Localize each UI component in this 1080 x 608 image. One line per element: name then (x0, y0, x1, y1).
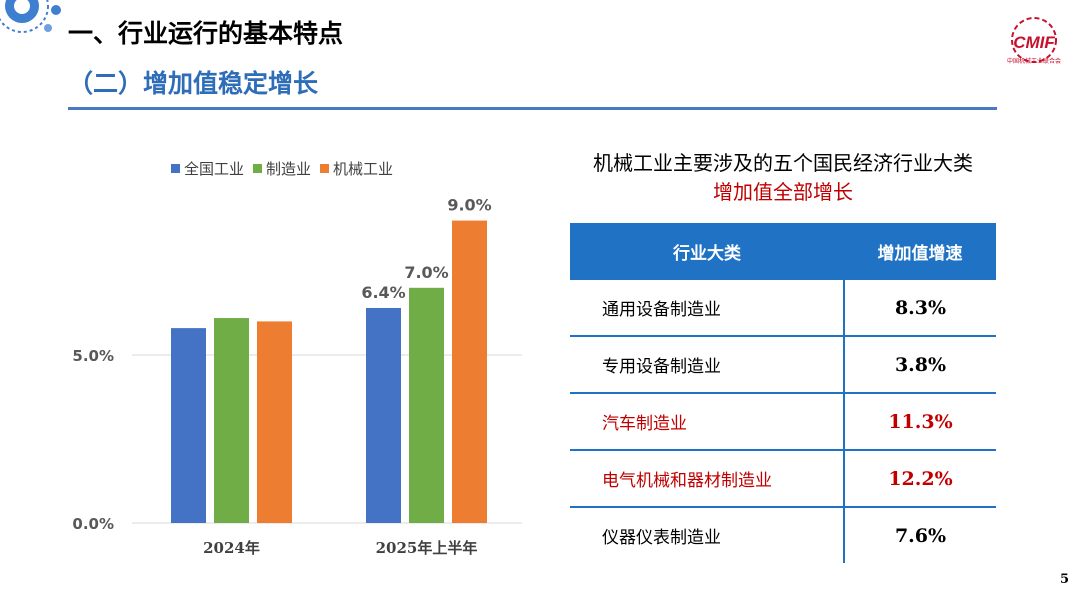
bar-chart: 0.0% 5.0% 全国工业 制造业 机械工业 2024年 6.4%7.0% 9.0% 2025… (72, 160, 522, 557)
table-cell-name: 汽车制造业 (570, 393, 845, 451)
table-cell-value: 8.3% (844, 280, 996, 337)
table-header-row: 行业大类 增加值增速 (570, 223, 996, 280)
legend-label: 全国工业 (184, 160, 244, 178)
table-header-growth: 增加值增速 (844, 223, 996, 280)
bar (366, 307, 401, 523)
legend-label: 制造业 (266, 160, 311, 178)
bar (257, 321, 292, 523)
table-subtitle: 增加值全部增长 (713, 180, 853, 204)
data-label: 7.0% (404, 263, 448, 282)
table-title: 机械工业主要涉及的五个国民经济行业大类 (593, 151, 973, 175)
table-cell-name: 仪器仪表制造业 (570, 507, 845, 563)
table-row: 汽车制造业 11.3% (570, 393, 996, 451)
legend-label: 机械工业 (333, 160, 393, 178)
table-row: 电气机械和器材制造业 12.2% (570, 450, 996, 508)
page-subtitle: （二）增加值稳定增长 (68, 69, 319, 98)
table-header-category: 行业大类 (570, 223, 844, 280)
corner-gear-decoration (0, 0, 61, 33)
legend-swatch (320, 164, 329, 173)
table-cell-value: 7.6% (894, 524, 947, 547)
cmif-logo-text: CMIF (1013, 33, 1055, 52)
data-label: 9.0% (447, 196, 491, 215)
bar (452, 220, 487, 523)
table-row: 通用设备制造业 8.3% (570, 280, 996, 337)
industry-table: 行业大类 增加值增速 通用设备制造业 8.3% 专用设备制造业 3.8% 汽车制… (570, 223, 996, 563)
table-row: 专用设备制造业 3.8% (570, 336, 996, 394)
bar (214, 318, 249, 523)
table-cell-value: 3.8% (844, 336, 996, 394)
table-cell-name: 电气机械和器材制造业 (570, 450, 845, 508)
table-cell-name: 专用设备制造业 (570, 336, 845, 394)
page-title: 一、行业运行的基本特点 (68, 19, 344, 48)
bar (409, 287, 444, 523)
legend-swatch (253, 164, 262, 173)
x-tick-label: 2024年 (203, 539, 260, 557)
bar (171, 328, 206, 523)
data-label: 6.4% (361, 283, 405, 302)
legend-swatch (171, 164, 180, 173)
table-row: 仪器仪表制造业 7.6% (570, 507, 996, 563)
cmif-logo-caption: 中国机械工业联合会 (1006, 58, 1061, 65)
table-cell-name: 通用设备制造业 (570, 280, 845, 337)
y-tick-label: 0.0% (72, 515, 114, 533)
table-cell-value: 12.2% (844, 450, 996, 508)
header-divider (68, 107, 997, 110)
x-tick-label: 2025年上半年 (376, 539, 478, 557)
table-cell-value: 11.3% (844, 393, 996, 451)
page-number: 5 (1060, 572, 1070, 587)
y-tick-label: 5.0% (72, 347, 114, 365)
cmif-logo: CMIF (1011, 17, 1057, 63)
